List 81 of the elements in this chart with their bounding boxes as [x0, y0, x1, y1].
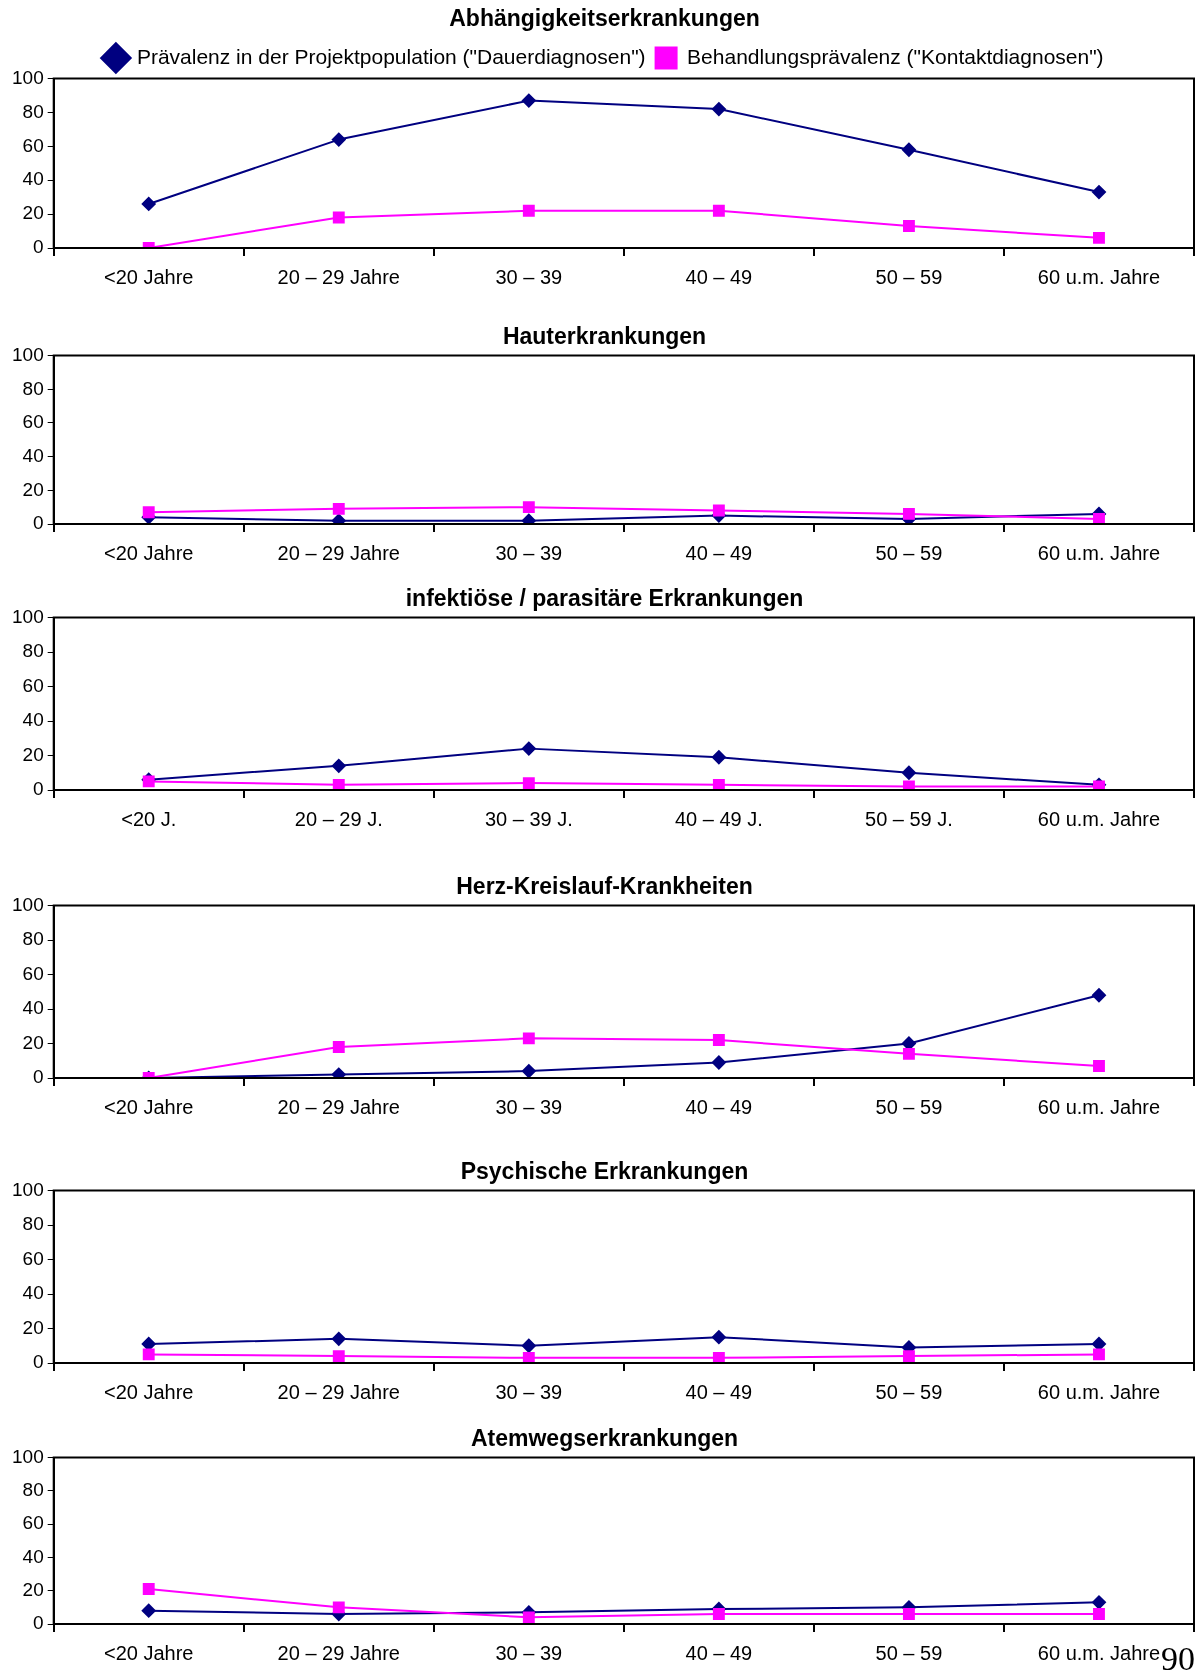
y-tick-label: 60: [22, 411, 44, 433]
x-tick-label: 50 – 59: [875, 1380, 943, 1403]
x-tick-label: <20 Jahre: [103, 265, 194, 288]
y-tick-label: 40: [22, 1545, 44, 1567]
x-tick-label: 30 – 39: [495, 1380, 563, 1403]
y-tick-label: 0: [33, 778, 44, 800]
x-tick-label: 30 – 39: [495, 1641, 563, 1664]
x-tick-label: 40 – 49: [685, 1380, 753, 1403]
x-tick-label: 60 u.m. Jahre: [1037, 265, 1161, 288]
x-tick-label: 20 – 29 Jahre: [277, 1641, 400, 1664]
chart-title: Atemwegserkrankungen: [470, 1425, 739, 1452]
chart-title: Herz-Kreislauf-Krankheiten: [456, 873, 753, 900]
y-tick-label: 40: [22, 997, 44, 1019]
chart-title: Psychische Erkrankungen: [460, 1158, 749, 1185]
x-tick-label: 30 – 39: [495, 265, 563, 288]
y-tick-label: 80: [22, 100, 44, 122]
x-tick-label: 60 u.m. Jahre: [1037, 1095, 1161, 1118]
y-tick-label: 0: [33, 512, 44, 534]
y-tick-label: 80: [22, 1213, 44, 1235]
x-tick-label: 60 u.m. Jahre: [1037, 1641, 1161, 1664]
y-tick-label: 100: [12, 605, 44, 627]
x-tick-label: 20 – 29 Jahre: [277, 1380, 400, 1403]
legend-label: Behandlungsprävalenz ("Kontaktdiagnosen"): [687, 44, 1104, 68]
x-tick-label: 50 – 59: [875, 265, 943, 288]
y-tick-label: 20: [22, 1031, 44, 1053]
y-tick-label: 0: [33, 236, 44, 258]
x-tick-label: 40 – 49: [685, 1641, 753, 1664]
x-tick-label: 20 – 29 Jahre: [277, 265, 400, 288]
y-tick-label: 80: [22, 928, 44, 950]
x-tick-label: <20 Jahre: [103, 1641, 194, 1664]
legend-label: Prävalenz in der Projektpopulation ("Dauerdiagnosen"): [136, 44, 646, 68]
y-tick-label: 0: [33, 1612, 44, 1634]
x-tick-label: 20 – 29 J.: [294, 807, 383, 830]
y-tick-label: 40: [22, 1282, 44, 1304]
y-tick-label: 100: [12, 66, 44, 88]
y-tick-label: 20: [22, 1316, 44, 1338]
y-tick-label: 40: [22, 168, 44, 190]
x-tick-label: 40 – 49 J.: [674, 807, 763, 830]
x-tick-label: <20 Jahre: [103, 541, 194, 564]
y-tick-label: 20: [22, 478, 44, 500]
x-tick-label: <20 J.: [121, 807, 177, 830]
y-tick-label: 80: [22, 1479, 44, 1501]
chart-title: infektiöse / parasitäre Erkrankungen: [405, 585, 804, 612]
x-tick-label: 40 – 49: [685, 1095, 753, 1118]
x-tick-label: 30 – 39: [495, 541, 563, 564]
y-tick-label: 20: [22, 743, 44, 765]
y-tick-label: 100: [12, 893, 44, 915]
x-tick-label: 30 – 39: [495, 1095, 563, 1118]
y-tick-label: 100: [12, 1445, 44, 1467]
y-tick-label: 20: [22, 202, 44, 224]
x-tick-label: 40 – 49: [685, 541, 753, 564]
y-tick-label: 100: [12, 1178, 44, 1200]
y-tick-label: 100: [12, 343, 44, 365]
x-tick-label: 20 – 29 Jahre: [277, 1095, 400, 1118]
chart-title: Abhängigkeitserkrankungen: [449, 5, 760, 32]
x-tick-label: 20 – 29 Jahre: [277, 541, 400, 564]
y-tick-label: 60: [22, 1247, 44, 1269]
x-tick-label: <20 Jahre: [103, 1380, 194, 1403]
y-tick-label: 80: [22, 640, 44, 662]
y-tick-label: 60: [22, 134, 44, 156]
y-tick-label: 0: [33, 1066, 44, 1088]
y-tick-label: 60: [22, 1512, 44, 1534]
x-tick-label: 60 u.m. Jahre: [1037, 807, 1161, 830]
x-tick-label: 50 – 59 J.: [865, 807, 953, 830]
y-tick-label: 80: [22, 377, 44, 399]
y-tick-label: 20: [22, 1578, 44, 1600]
x-tick-label: 40 – 49: [685, 265, 753, 288]
y-tick-label: 60: [22, 962, 44, 984]
y-tick-label: 60: [22, 674, 44, 696]
x-tick-label: 50 – 59: [875, 1641, 943, 1664]
x-tick-label: 50 – 59: [875, 1095, 943, 1118]
x-tick-label: 30 – 39 J.: [484, 807, 573, 830]
chart-title: Hauterkrankungen: [502, 323, 707, 350]
y-tick-label: 40: [22, 709, 44, 731]
x-tick-label: <20 Jahre: [103, 1095, 194, 1118]
x-tick-label: 50 – 59: [875, 541, 943, 564]
y-tick-label: 0: [33, 1351, 44, 1373]
text: 90: [1161, 1640, 1195, 1676]
x-tick-label: 60 u.m. Jahre: [1037, 541, 1161, 564]
y-tick-label: 40: [22, 444, 44, 466]
x-tick-label: 60 u.m. Jahre: [1037, 1380, 1161, 1403]
